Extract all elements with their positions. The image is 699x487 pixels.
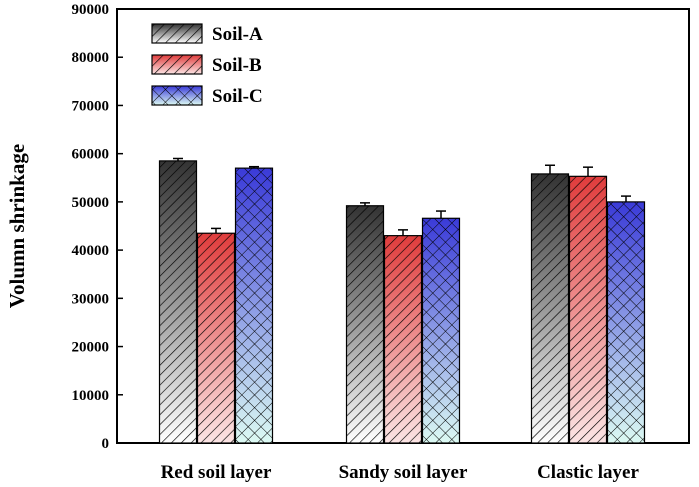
legend-swatch-hatch <box>151 85 203 106</box>
bar-hatch <box>421 217 461 444</box>
bar-hatch <box>530 173 570 444</box>
y-tick-label: 10000 <box>72 388 110 404</box>
y-tick-label: 20000 <box>72 340 110 356</box>
bar-hatch <box>234 167 274 444</box>
y-tick-label: 50000 <box>72 195 110 211</box>
y-tick-label: 70000 <box>72 98 110 114</box>
y-tick-label: 0 <box>102 436 110 452</box>
bar-hatch <box>196 232 236 444</box>
bar-hatch <box>158 160 198 444</box>
x-category-label: Clastic layer <box>537 462 639 483</box>
bar-hatch <box>383 235 423 444</box>
legend: Soil-A Soil-B Soil-C <box>151 23 263 107</box>
legend-label: Soil-B <box>212 55 262 76</box>
x-category-label: Sandy soil layer <box>339 462 468 483</box>
bar-series <box>158 157 646 444</box>
x-category-label: Red soil layer <box>161 462 272 483</box>
bar-hatch <box>345 205 385 444</box>
legend-label: Soil-C <box>212 86 263 107</box>
legend-swatch-hatch <box>151 23 203 44</box>
x-axis: Red soil layer Sandy soil layer Clastic la… <box>161 437 639 483</box>
y-axis: 0 10000 20000 30000 40000 50000 60000 70000 8000… <box>72 2 123 452</box>
legend-swatch-hatch <box>151 54 203 75</box>
y-tick-label: 90000 <box>72 2 110 18</box>
legend-label: Soil-A <box>212 24 263 45</box>
y-tick-label: 80000 <box>72 50 110 66</box>
y-tick-label: 30000 <box>72 291 110 307</box>
bar-hatch <box>606 201 646 444</box>
y-tick-label: 60000 <box>72 147 110 163</box>
y-tick-label: 40000 <box>72 243 110 259</box>
bar-hatch <box>568 175 608 444</box>
y-axis-title: Volumn shrinkage <box>5 144 29 308</box>
